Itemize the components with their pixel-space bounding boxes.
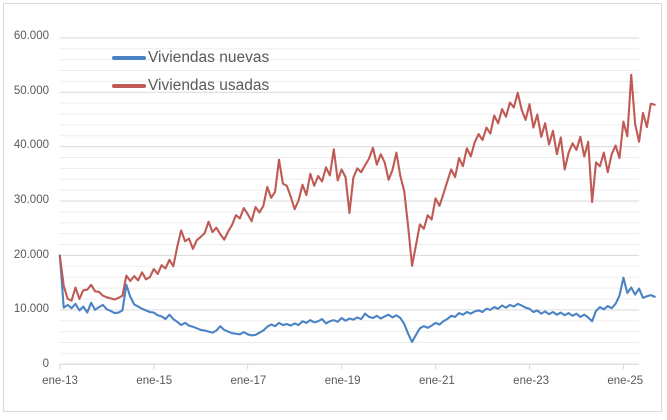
y-axis-tick-label: 60.000: [13, 30, 49, 42]
x-axis-tick-label: ene-23: [513, 375, 549, 387]
series-line-viviendas-usadas: [58, 73, 656, 302]
x-axis-tick-label: ene-21: [418, 375, 455, 387]
line-chart-plot: [58, 37, 656, 370]
x-axis-tick-label: ene-19: [324, 375, 361, 387]
y-axis-tick-label: 30.000: [13, 194, 49, 206]
y-axis-tick-label: 0: [42, 358, 49, 370]
chart-container: 0 10.000 20.000 30.000 40.000 50.000 60.000 en…: [3, 3, 662, 412]
x-axis-tick-label: ene-15: [136, 375, 173, 387]
x-axis-tick-label: ene-25: [607, 375, 644, 387]
y-axis-tick-label: 40.000: [13, 139, 49, 152]
y-axis-tick-label: 10.000: [13, 303, 49, 316]
y-axis-tick-label: 50.000: [13, 84, 49, 97]
series-line-viviendas-nuevas: [58, 254, 656, 343]
x-axis-tick-label: ene-13: [42, 375, 78, 387]
y-axis-tick-label: 20.000: [13, 248, 49, 261]
x-axis-tick-label: ene-17: [230, 375, 267, 387]
